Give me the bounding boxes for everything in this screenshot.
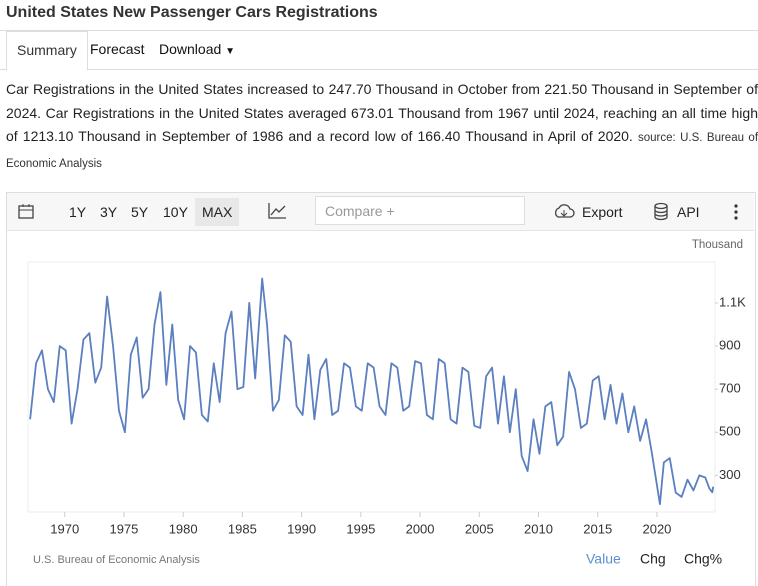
source: source: U.S. Bureau of Economic Analysis [6, 132, 758, 170]
view-tab[interactable]: Value [586, 551, 621, 567]
compare-input[interactable]: Compare + [315, 196, 525, 225]
range-button[interactable]: 3Y [100, 204, 118, 220]
x-tick-label: 2005 [465, 521, 494, 536]
chart-type-icon[interactable] [267, 202, 287, 220]
range-button[interactable]: MAX [195, 198, 240, 226]
api-icon[interactable] [653, 202, 669, 221]
y-tick-label: 700 [719, 381, 741, 396]
menu-icon[interactable] [733, 203, 739, 221]
tab[interactable]: Summary [6, 31, 88, 71]
x-tick-label: 1970 [50, 521, 79, 536]
export-button[interactable]: Export [582, 204, 623, 220]
tab-bar: Summary Forecast Download ▼ [0, 30, 758, 71]
y-tick-label: 300 [719, 467, 741, 482]
view-tab[interactable]: Chg [640, 551, 666, 567]
page-title: United States New Passenger Cars Registr… [6, 4, 378, 21]
x-tick-label: 2020 [642, 521, 671, 536]
x-tick-label: 2000 [406, 521, 435, 536]
export-icon[interactable] [553, 203, 575, 221]
x-tick-label: 1985 [228, 521, 257, 536]
x-tick-label: 2015 [583, 521, 612, 536]
y-tick-label: 900 [719, 337, 741, 352]
range-button[interactable]: 5Y [131, 204, 149, 220]
y-tick-label: 500 [719, 424, 741, 439]
unit-label: Thousand [692, 239, 743, 251]
api-button[interactable]: API [677, 204, 700, 220]
x-tick-label: 1975 [109, 521, 138, 536]
calendar-icon[interactable] [18, 203, 35, 220]
x-tick-label: 1995 [346, 521, 375, 536]
plot-frame [27, 261, 716, 513]
description-text: Car Registrations in the United States i… [6, 81, 758, 144]
x-tick-label: 1990 [287, 521, 316, 536]
x-tick-label: 1980 [169, 521, 198, 536]
tab[interactable]: Forecast [90, 41, 145, 57]
tab-label: Download [159, 41, 222, 57]
chart: Thousand U.S. Bureau of Economic Analysi… [27, 239, 746, 567]
credit: U.S. Bureau of Economic Analysis [33, 554, 200, 566]
description: Car Registrations in the United States i… [6, 78, 758, 176]
range-button[interactable]: 1Y [69, 204, 87, 220]
range-button[interactable]: 10Y [163, 204, 188, 220]
tab[interactable]: Download ▼ [159, 41, 236, 57]
data-line [29, 277, 715, 506]
chart-panel [6, 192, 756, 586]
view-tab[interactable]: Chg% [684, 551, 722, 567]
y-tick-label: 1.1K [719, 294, 746, 309]
x-tick-label: 2010 [524, 521, 553, 536]
